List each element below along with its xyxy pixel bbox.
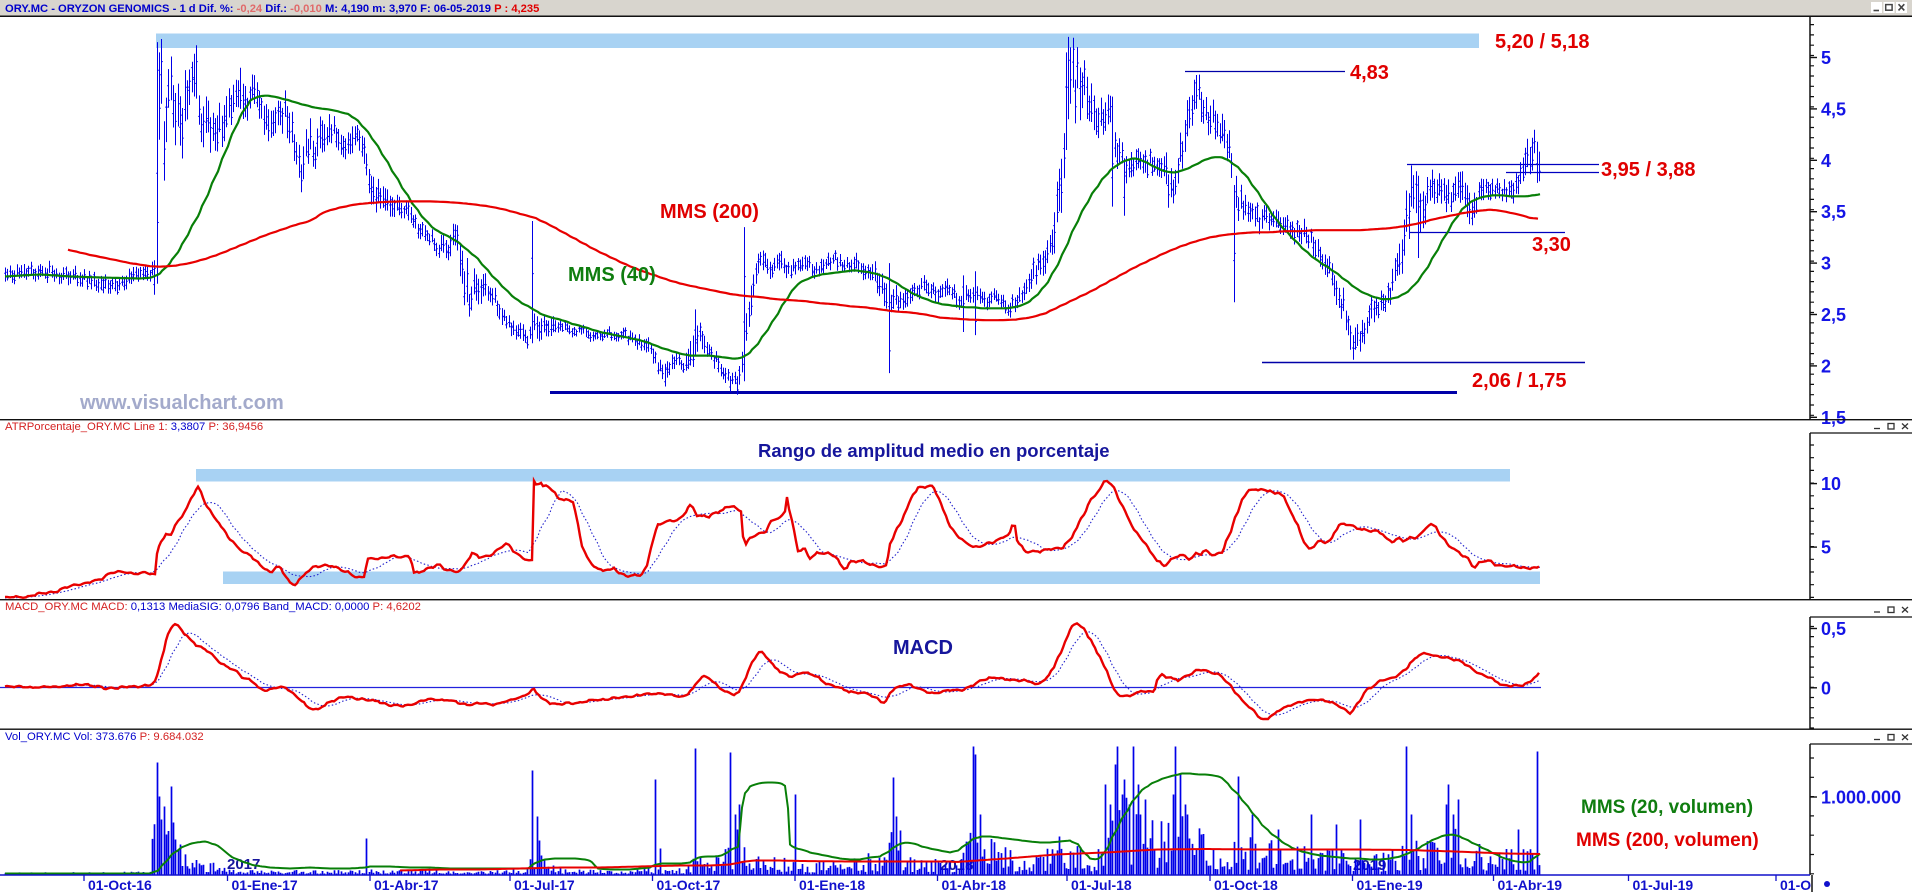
svg-text:01-Jul-18: 01-Jul-18	[1071, 877, 1132, 892]
svg-text:MMS (200): MMS (200)	[660, 201, 759, 223]
svg-text:Rango de amplitud medio en por: Rango de amplitud medio en porcentaje	[758, 440, 1110, 461]
svg-text:5: 5	[1821, 48, 1831, 68]
svg-text:1.000.000: 1.000.000	[1821, 788, 1901, 808]
svg-text:2,06 / 1,75: 2,06 / 1,75	[1472, 370, 1567, 392]
svg-text:3,95 / 3,88: 3,95 / 3,88	[1601, 159, 1696, 181]
svg-text:01-Abr-19: 01-Abr-19	[1498, 877, 1563, 892]
svg-text:2,5: 2,5	[1821, 305, 1846, 325]
svg-text:5,20 / 5,18: 5,20 / 5,18	[1495, 31, 1590, 53]
svg-text:01-Oct-18: 01-Oct-18	[1214, 877, 1278, 892]
svg-text:2: 2	[1821, 356, 1831, 376]
svg-text:ATRPorcentaje_ORY.MC Line 1:: ATRPorcentaje_ORY.MC Line 1: 3,3807 P: 3…	[5, 421, 263, 433]
svg-text:01-Jul-19: 01-Jul-19	[1633, 877, 1694, 892]
svg-text:2017: 2017	[227, 856, 260, 873]
svg-text:MACD: MACD	[893, 637, 953, 659]
svg-text:01-Ene-18: 01-Ene-18	[799, 877, 865, 892]
svg-text:01-Abr-17: 01-Abr-17	[374, 877, 439, 892]
svg-text:1,5: 1,5	[1821, 408, 1846, 428]
svg-text:01-Jul-17: 01-Jul-17	[514, 877, 575, 892]
svg-text:MACD_ORY.MC MACD: 0,1313 Med: MACD_ORY.MC MACD: 0,1313 MediaSIG: 0,079…	[5, 601, 421, 613]
svg-text:www.visualchart.com: www.visualchart.com	[79, 392, 284, 414]
svg-text:0,5: 0,5	[1821, 619, 1846, 639]
svg-text:01-Ene-17: 01-Ene-17	[232, 877, 298, 892]
svg-text:4,83: 4,83	[1350, 62, 1389, 84]
svg-text:5: 5	[1821, 538, 1831, 558]
svg-text:01-O: 01-O	[1780, 877, 1811, 892]
svg-text:ORY.MC - ORYZON GENOMICS - 1: ORY.MC - ORYZON GENOMICS - 1 d Dif. %: -…	[5, 3, 539, 15]
svg-text:01-Ene-19: 01-Ene-19	[1357, 877, 1423, 892]
svg-text:3: 3	[1821, 254, 1831, 274]
svg-text:4: 4	[1821, 151, 1831, 171]
svg-text:MMS (40): MMS (40)	[568, 264, 656, 286]
svg-text:MMS (200, volumen): MMS (200, volumen)	[1576, 830, 1759, 851]
svg-text:10: 10	[1821, 474, 1841, 494]
svg-text:01-Oct-16: 01-Oct-16	[88, 877, 152, 892]
svg-text:4,5: 4,5	[1821, 99, 1846, 119]
svg-text:Vol_ORY.MC Vol: 373.676 P: 9: Vol_ORY.MC Vol: 373.676 P: 9.684.032	[5, 731, 204, 743]
svg-text:3,30: 3,30	[1532, 234, 1571, 256]
svg-text:0: 0	[1821, 678, 1831, 698]
svg-text:01-Abr-18: 01-Abr-18	[942, 877, 1007, 892]
svg-text:01-Oct-17: 01-Oct-17	[657, 877, 721, 892]
svg-text:3,5: 3,5	[1821, 202, 1846, 222]
svg-text:MMS (20, volumen): MMS (20, volumen)	[1581, 797, 1753, 818]
